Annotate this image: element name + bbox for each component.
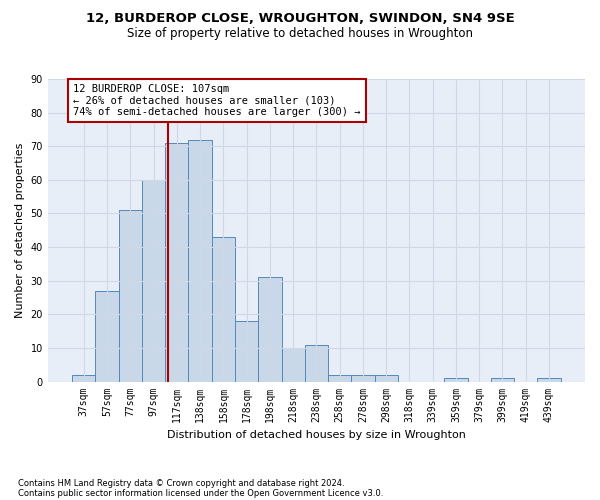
Bar [188,140,212,382]
Bar [374,375,398,382]
Text: Contains HM Land Registry data © Crown copyright and database right 2024.: Contains HM Land Registry data © Crown c… [18,478,344,488]
Bar [445,378,467,382]
Bar [212,237,235,382]
Bar [281,348,305,382]
Bar [235,321,258,382]
Bar [258,278,281,382]
Bar [95,291,119,382]
Bar [491,378,514,382]
Bar [72,375,95,382]
Bar [165,143,188,382]
Bar [119,210,142,382]
Text: Size of property relative to detached houses in Wroughton: Size of property relative to detached ho… [127,28,473,40]
Bar [328,375,351,382]
Bar [305,344,328,382]
Bar [351,375,374,382]
Text: Contains public sector information licensed under the Open Government Licence v3: Contains public sector information licen… [18,488,383,498]
X-axis label: Distribution of detached houses by size in Wroughton: Distribution of detached houses by size … [167,430,466,440]
Text: 12, BURDEROP CLOSE, WROUGHTON, SWINDON, SN4 9SE: 12, BURDEROP CLOSE, WROUGHTON, SWINDON, … [86,12,514,26]
Y-axis label: Number of detached properties: Number of detached properties [15,142,25,318]
Bar [538,378,560,382]
Bar [142,180,165,382]
Text: 12 BURDEROP CLOSE: 107sqm
← 26% of detached houses are smaller (103)
74% of semi: 12 BURDEROP CLOSE: 107sqm ← 26% of detac… [73,84,361,117]
